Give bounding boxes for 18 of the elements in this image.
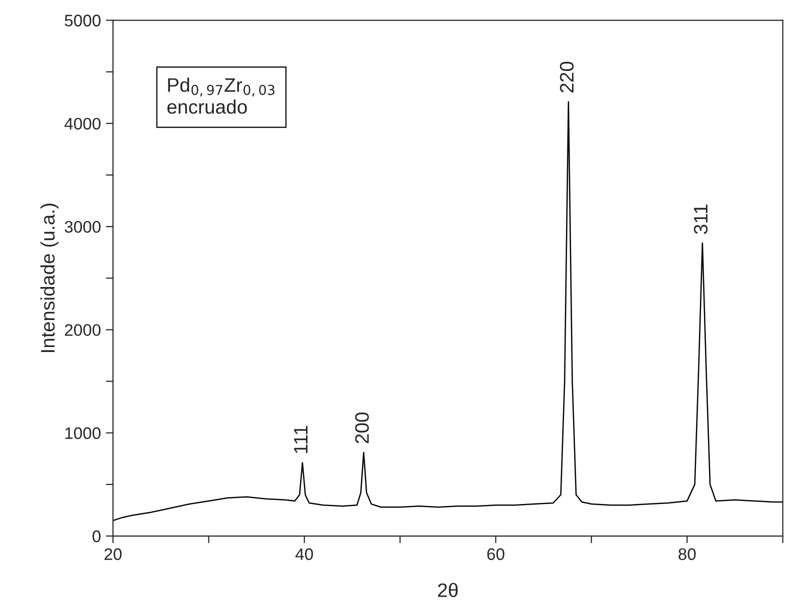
annotation: Pd$_{0,97}$Zr$_{0,03}$ encruado [167,78,274,114]
x-axis-title: 2θ [438,582,458,598]
annotation: 311 [694,204,708,234]
y-tick-label: 5000 [64,14,101,26]
x-tick-label: 20 [104,548,122,560]
y-tick-label: 0 [92,530,101,542]
annotation: 111 [294,426,308,453]
annotation: 220 [560,62,574,92]
x-tick-label: 80 [678,548,696,560]
x-tick-label: 60 [487,548,504,560]
y-tick-label: 1000 [65,427,101,440]
x-tick-label: 40 [295,548,313,560]
annotation: 200 [355,412,369,444]
line-series [112,101,783,522]
y-tick-label: 3000 [64,220,101,233]
y-axis-title: Intensidade (u.a.) [40,204,59,352]
y-tick-label: 2000 [64,324,101,336]
y-tick-label: 4000 [64,118,101,130]
